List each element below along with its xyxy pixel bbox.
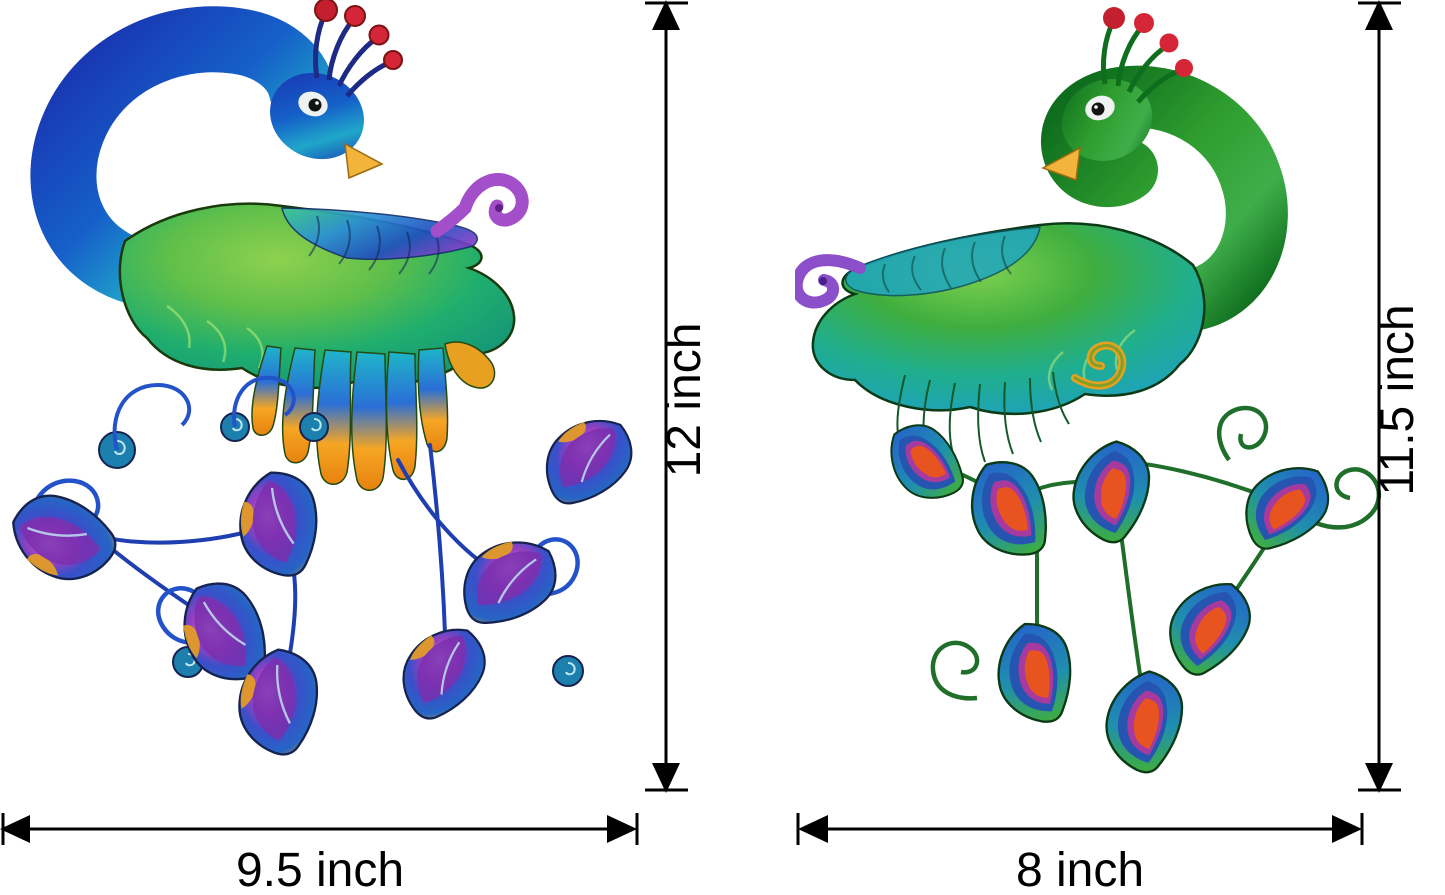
svg-text:9.5 inch: 9.5 inch <box>236 844 404 895</box>
svg-text:12 inch: 12 inch <box>658 323 711 478</box>
